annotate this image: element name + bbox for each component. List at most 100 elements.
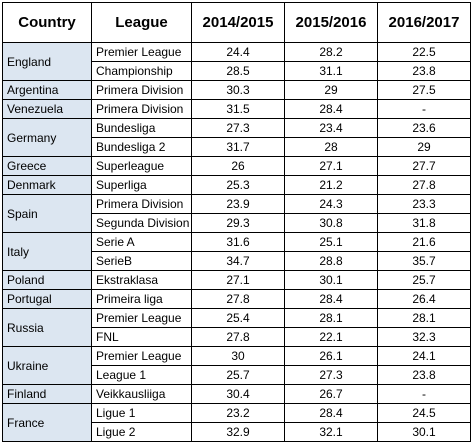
header-season-2015-2016: 2015/2016 <box>284 2 378 43</box>
table-row: FNL 27.8 22.1 32.3 <box>3 327 471 347</box>
table-row: Denmark Superliga 25.3 21.2 27.8 <box>2 175 471 195</box>
country-cell: Portugal <box>2 289 92 309</box>
value-cell-2016-2017: 24.1 <box>377 346 471 366</box>
value-cell-2016-2017: 28.1 <box>377 308 471 328</box>
value-cell-2014-2015: 25.7 <box>191 365 285 385</box>
value-cell-2016-2017: 24.5 <box>377 403 471 423</box>
value-cell-2016-2017: 26.4 <box>377 289 471 309</box>
value-cell-2014-2015: 34.7 <box>191 251 285 271</box>
value-cell-2016-2017: 23.6 <box>377 118 471 138</box>
value-cell-2015-2016: 26.1 <box>284 346 378 366</box>
country-cell: Spain <box>2 194 92 233</box>
value-cell-2016-2017: 31.8 <box>377 213 471 233</box>
value-cell-2014-2015: 23.2 <box>191 403 285 423</box>
table-row: France Ligue 1 23.2 28.4 24.5 <box>2 403 471 442</box>
league-cell: Ligue 2 <box>91 422 192 442</box>
header-row: Country League 2014/2015 2015/2016 2016/… <box>2 2 471 43</box>
league-cell: FNL <box>91 327 192 347</box>
value-cell-2014-2015: 31.6 <box>191 232 285 252</box>
value-cell-2016-2017: 27.8 <box>377 175 471 195</box>
value-cell-2016-2017: 23.3 <box>377 194 471 214</box>
value-cell-2014-2015: 29.3 <box>191 213 285 233</box>
table-row: League 1 25.7 27.3 23.8 <box>3 365 471 385</box>
country-cell: Argentina <box>2 80 92 100</box>
value-cell-2015-2016: 28.4 <box>284 99 378 119</box>
league-cell: Serie A <box>91 232 192 252</box>
value-cell-2015-2016: 23.4 <box>284 118 378 138</box>
league-cell: Veikkausliiga <box>91 384 192 404</box>
value-cell-2014-2015: 27.1 <box>191 270 285 290</box>
league-cell: Primeira liga <box>91 289 192 309</box>
country-cell: Poland <box>2 270 92 290</box>
league-cell: Bundesliga 2 <box>91 137 192 157</box>
value-cell-2015-2016: 28.4 <box>284 403 378 423</box>
league-cell: Primera Division <box>91 99 192 119</box>
country-cell: Greece <box>2 156 92 176</box>
country-cell: France <box>2 403 92 442</box>
country-cell: Italy <box>2 232 92 271</box>
value-cell-2014-2015: 30.3 <box>191 80 285 100</box>
league-cell: Bundesliga <box>91 118 192 138</box>
value-cell-2014-2015: 31.7 <box>191 137 285 157</box>
league-cell: Superleague <box>91 156 192 176</box>
table-row: Ukraine Premier League 30 26.1 24.1 <box>2 346 471 385</box>
value-cell-2015-2016: 30.8 <box>284 213 378 233</box>
value-cell-2016-2017: 22.5 <box>377 42 471 62</box>
value-cell-2016-2017: - <box>377 384 471 404</box>
value-cell-2014-2015: 30.4 <box>191 384 285 404</box>
value-cell-2016-2017: 29 <box>377 137 471 157</box>
value-cell-2015-2016: 28 <box>284 137 378 157</box>
country-cell: Denmark <box>2 175 92 195</box>
value-cell-2016-2017: 27.5 <box>377 80 471 100</box>
league-cell: Premier League <box>91 308 192 328</box>
value-cell-2014-2015: 31.5 <box>191 99 285 119</box>
table-row: Spain Primera Division 23.9 24.3 23.3 <box>2 194 471 233</box>
league-cell: Premier League <box>91 346 192 366</box>
value-cell-2016-2017: 32.3 <box>377 327 471 347</box>
league-cell: Primera Division <box>91 80 192 100</box>
header-season-2014-2015: 2014/2015 <box>191 2 285 43</box>
league-cell: Segunda Division <box>91 213 192 233</box>
country-cell: England <box>2 42 92 81</box>
table-row: Argentina Primera Division 30.3 29 27.5 <box>2 80 471 100</box>
value-cell-2015-2016: 24.3 <box>284 194 378 214</box>
value-cell-2015-2016: 28.2 <box>284 42 378 62</box>
league-cell: League 1 <box>91 365 192 385</box>
value-cell-2015-2016: 21.2 <box>284 175 378 195</box>
league-cell: Ekstraklasa <box>91 270 192 290</box>
table-row: Greece Superleague 26 27.1 27.7 <box>2 156 471 176</box>
value-cell-2015-2016: 30.1 <box>284 270 378 290</box>
value-cell-2015-2016: 32.1 <box>284 422 378 442</box>
league-cell: Superliga <box>91 175 192 195</box>
value-cell-2016-2017: - <box>377 99 471 119</box>
value-cell-2015-2016: 27.3 <box>284 365 378 385</box>
value-cell-2016-2017: 35.7 <box>377 251 471 271</box>
value-cell-2014-2015: 28.5 <box>191 61 285 81</box>
table-row: Poland Ekstraklasa 27.1 30.1 25.7 <box>2 270 471 290</box>
table-row: Russia Premier League 25.4 28.1 28.1 <box>2 308 471 347</box>
league-cell: Primera Division <box>91 194 192 214</box>
value-cell-2014-2015: 27.3 <box>191 118 285 138</box>
value-cell-2014-2015: 24.4 <box>191 42 285 62</box>
value-cell-2016-2017: 23.8 <box>377 61 471 81</box>
table-row: Finland Veikkausliiga 30.4 26.7- <box>2 384 471 404</box>
value-cell-2015-2016: 25.1 <box>284 232 378 252</box>
country-cell: Germany <box>2 118 92 157</box>
value-cell-2014-2015: 23.9 <box>191 194 285 214</box>
value-cell-2015-2016: 26.7 <box>284 384 378 404</box>
league-cell: Premier League <box>91 42 192 62</box>
league-cell: Ligue 1 <box>91 403 192 423</box>
country-cell: Venezuela <box>2 99 92 119</box>
value-cell-2016-2017: 25.7 <box>377 270 471 290</box>
value-cell-2016-2017: 23.8 <box>377 365 471 385</box>
value-cell-2015-2016: 28.8 <box>284 251 378 271</box>
header-season-2016-2017: 2016/2017 <box>377 2 471 43</box>
table-row: SerieB 34.7 28.8 35.7 <box>3 251 471 271</box>
league-cell: SerieB <box>91 251 192 271</box>
value-cell-2014-2015: 26 <box>191 156 285 176</box>
value-cell-2016-2017: 27.7 <box>377 156 471 176</box>
value-cell-2015-2016: 28.4 <box>284 289 378 309</box>
table-row: England Premier League 24.4 28.2 22.5 <box>2 42 471 81</box>
table-row: Italy Serie A 31.6 25.1 21.6 <box>2 232 471 271</box>
table-row: Portugal Primeira liga 27.8 28.4 26.4 <box>2 289 471 309</box>
